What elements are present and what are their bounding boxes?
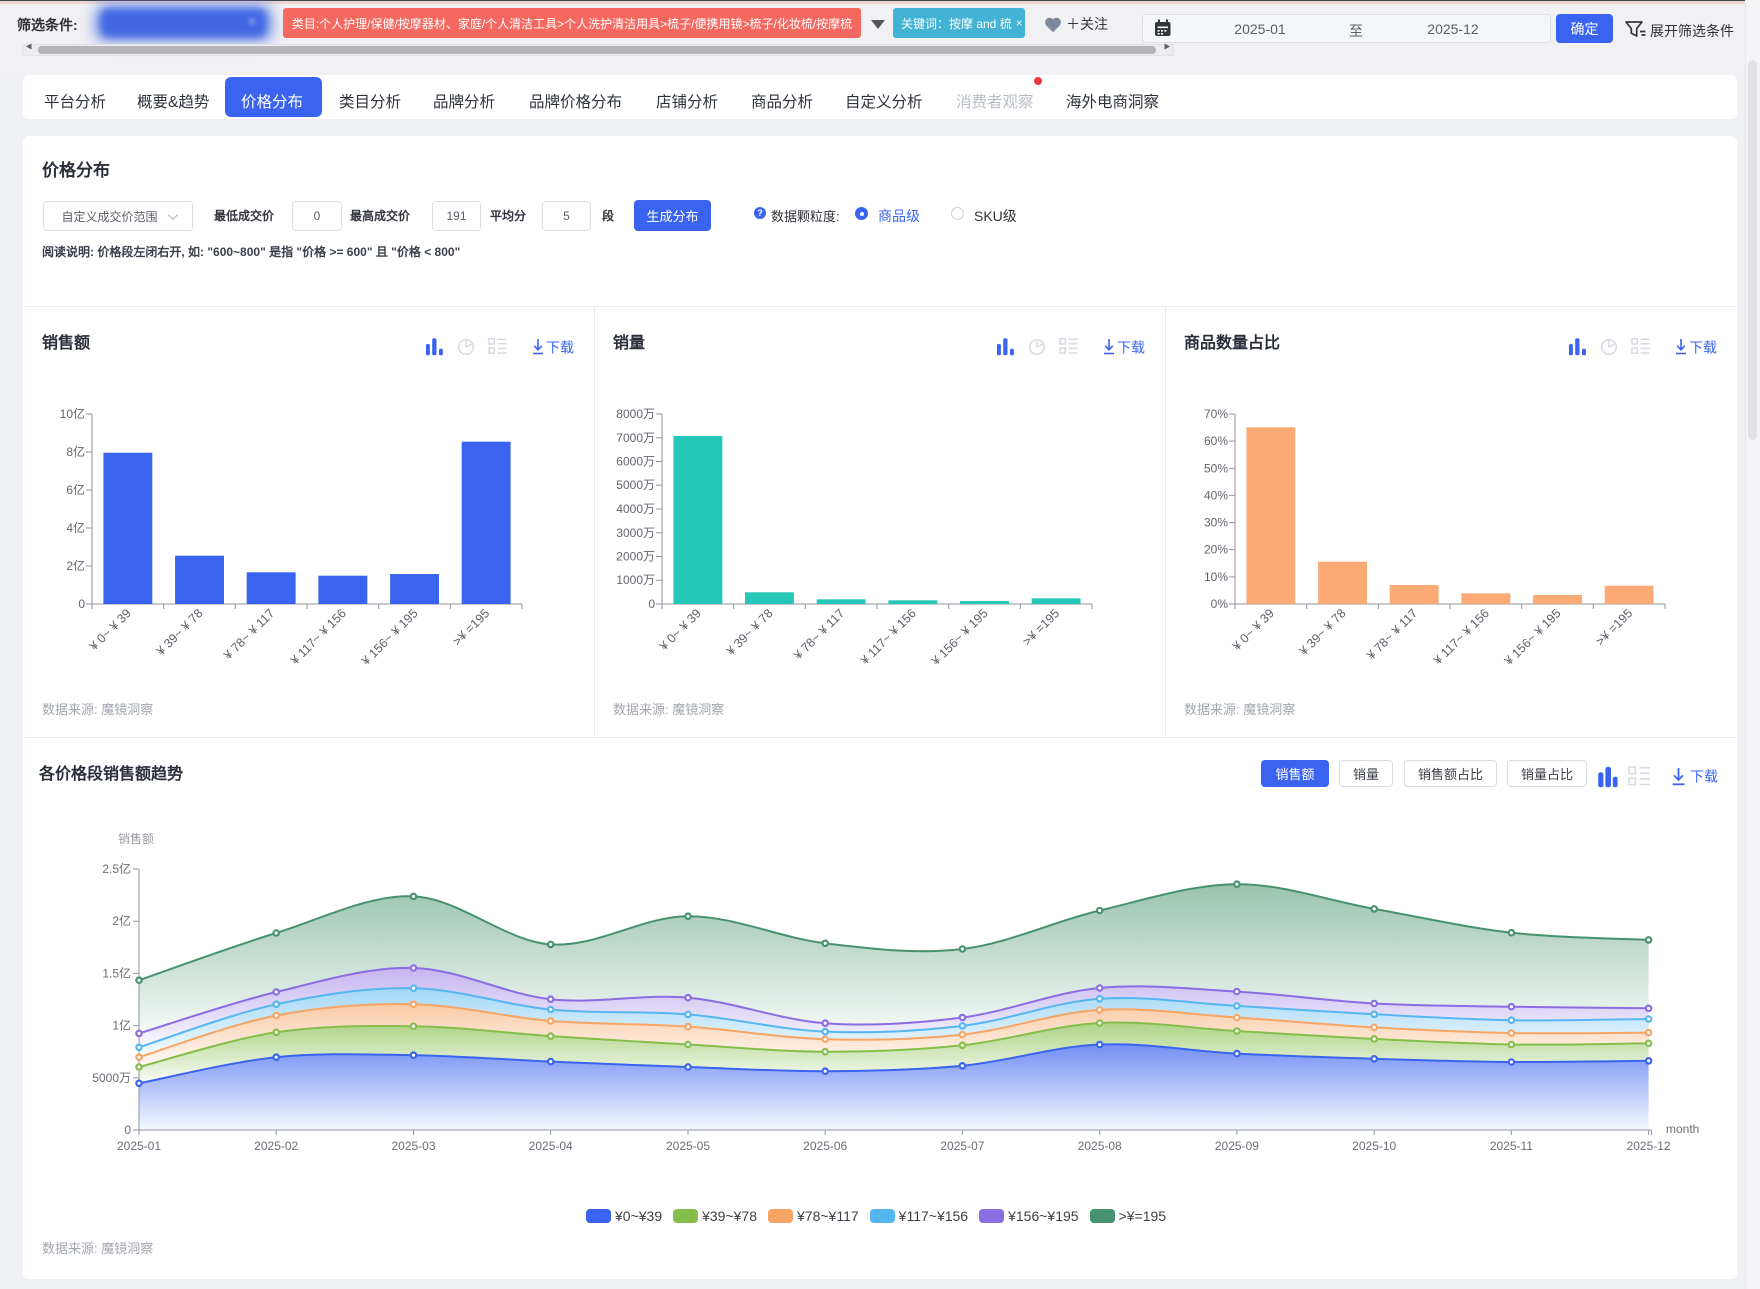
svg-text:下载: 下载 (546, 340, 574, 356)
svg-text:30%: 30% (1204, 516, 1228, 530)
svg-text:70%: 70% (1204, 407, 1228, 421)
svg-text:2025-12: 2025-12 (1627, 1139, 1671, 1153)
svg-text:2025-11: 2025-11 (1490, 1139, 1533, 1153)
svg-text:销售额: 销售额 (118, 831, 154, 846)
svg-text:2025-05: 2025-05 (666, 1139, 710, 1153)
svg-text:1亿: 1亿 (112, 1018, 131, 1033)
svg-text:2025-02: 2025-02 (254, 1139, 298, 1153)
svg-text:下载: 下载 (1690, 769, 1718, 785)
svg-text:0: 0 (78, 597, 85, 611)
svg-text:8000万: 8000万 (616, 407, 655, 421)
svg-text:10%: 10% (1204, 570, 1228, 584)
svg-text:5000万: 5000万 (92, 1071, 131, 1085)
svg-text:0: 0 (648, 597, 655, 611)
svg-text:2.5亿: 2.5亿 (102, 861, 131, 876)
svg-text:50%: 50% (1204, 461, 1228, 475)
svg-text:2025-03: 2025-03 (391, 1139, 435, 1153)
svg-text:2亿: 2亿 (66, 558, 85, 573)
svg-text:1000万: 1000万 (616, 573, 655, 587)
svg-text:2025-07: 2025-07 (940, 1139, 984, 1153)
svg-text:8亿: 8亿 (66, 444, 85, 459)
svg-text:0%: 0% (1211, 597, 1229, 611)
svg-text:2亿: 2亿 (112, 913, 131, 928)
svg-text:2000万: 2000万 (616, 550, 655, 564)
svg-text:2025-04: 2025-04 (529, 1139, 573, 1153)
svg-text:5000万: 5000万 (616, 478, 655, 492)
svg-text:下载: 下载 (1117, 340, 1145, 356)
svg-text:10亿: 10亿 (60, 406, 85, 421)
svg-text:2025-08: 2025-08 (1078, 1139, 1122, 1153)
svg-text:6亿: 6亿 (66, 482, 85, 497)
svg-text:2025-09: 2025-09 (1215, 1139, 1259, 1153)
svg-text:4亿: 4亿 (66, 520, 85, 535)
svg-text:2025-10: 2025-10 (1352, 1139, 1396, 1153)
svg-text:6000万: 6000万 (616, 455, 655, 469)
svg-text:60%: 60% (1204, 434, 1228, 448)
svg-text:month: month (1666, 1122, 1699, 1136)
svg-text:0: 0 (124, 1123, 131, 1137)
svg-text:下载: 下载 (1689, 340, 1717, 356)
svg-text:3000万: 3000万 (616, 526, 655, 540)
svg-text:40%: 40% (1204, 488, 1228, 502)
svg-text:20%: 20% (1204, 543, 1228, 557)
svg-text:1.5亿: 1.5亿 (102, 965, 131, 980)
svg-text:2025-06: 2025-06 (803, 1139, 847, 1153)
svg-text:4000万: 4000万 (616, 502, 655, 516)
svg-text:7000万: 7000万 (616, 431, 655, 445)
svg-text:2025-01: 2025-01 (117, 1139, 161, 1153)
